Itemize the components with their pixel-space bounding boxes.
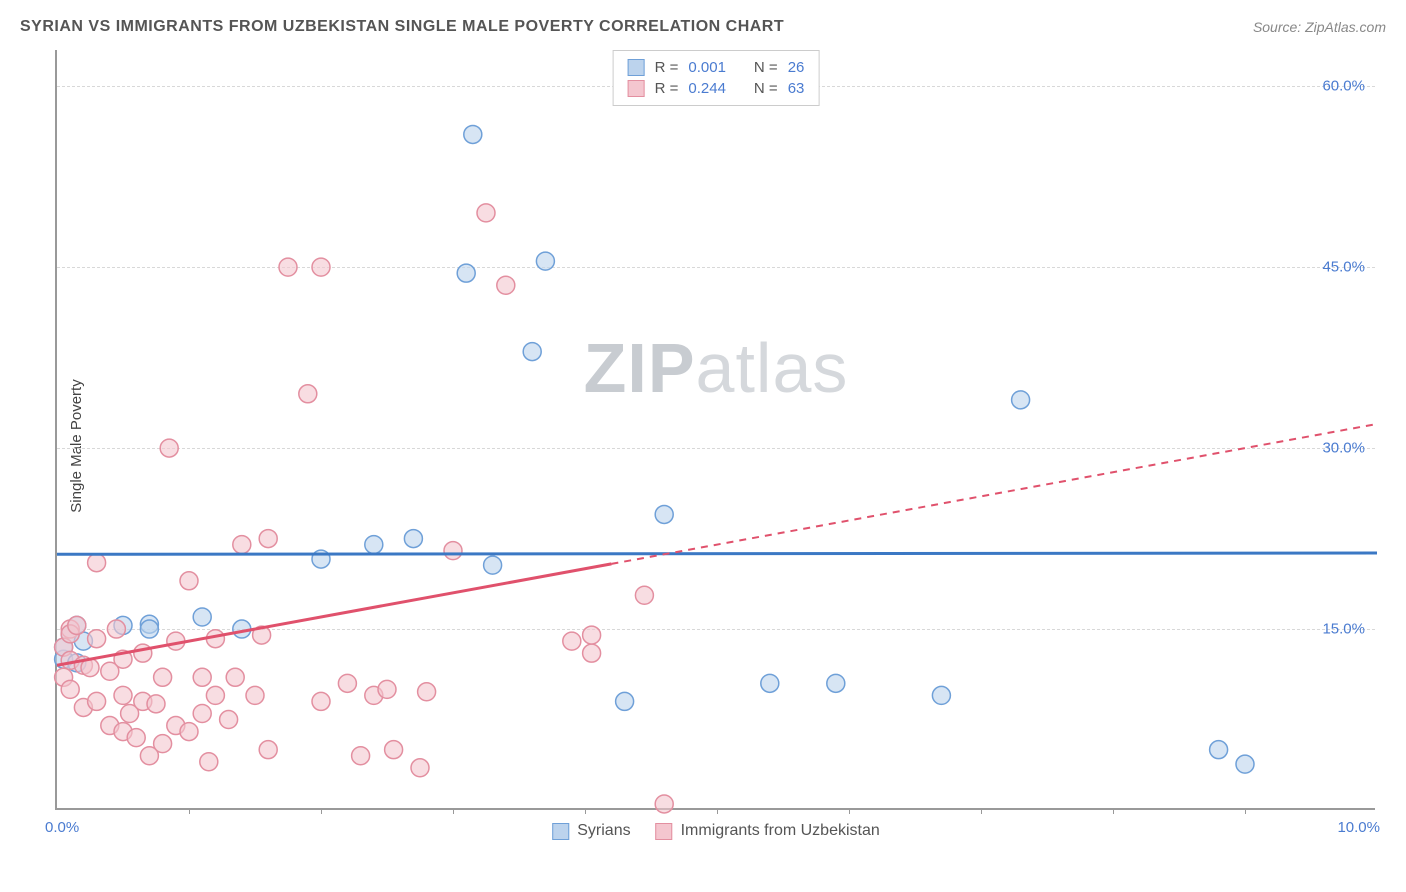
trend-line-uzbekistan bbox=[57, 564, 611, 665]
plot-area: ZIPatlas R = 0.001 N = 26 R = 0.244 N = … bbox=[55, 50, 1375, 810]
swatch-syrians bbox=[628, 59, 645, 76]
r-value-syrians: 0.001 bbox=[688, 59, 726, 76]
legend-item-syrians: Syrians bbox=[552, 822, 630, 840]
r-value-uzbekistan: 0.244 bbox=[688, 80, 726, 97]
legend-item-uzbekistan: Immigrants from Uzbekistan bbox=[656, 822, 880, 840]
source-name: ZipAtlas.com bbox=[1305, 19, 1386, 35]
legend-series: Syrians Immigrants from Uzbekistan bbox=[552, 822, 880, 840]
chart-title: SYRIAN VS IMMIGRANTS FROM UZBEKISTAN SIN… bbox=[20, 18, 784, 36]
swatch-uzbekistan bbox=[628, 80, 645, 97]
title-bar: SYRIAN VS IMMIGRANTS FROM UZBEKISTAN SIN… bbox=[20, 18, 1386, 36]
n-label: N = bbox=[754, 80, 778, 97]
legend-label-uzbekistan: Immigrants from Uzbekistan bbox=[681, 822, 880, 840]
swatch-uzbekistan bbox=[656, 823, 673, 840]
n-label: N = bbox=[754, 59, 778, 76]
trend-line-syrians bbox=[57, 553, 1377, 554]
legend-row-syrians: R = 0.001 N = 26 bbox=[628, 57, 805, 78]
trend-lines-layer bbox=[57, 50, 1377, 810]
x-tick-label-right: 10.0% bbox=[1337, 819, 1380, 836]
legend-label-syrians: Syrians bbox=[577, 822, 630, 840]
chart-container: SYRIAN VS IMMIGRANTS FROM UZBEKISTAN SIN… bbox=[0, 0, 1406, 892]
swatch-syrians bbox=[552, 823, 569, 840]
n-value-uzbekistan: 63 bbox=[788, 80, 805, 97]
r-label: R = bbox=[655, 80, 679, 97]
n-value-syrians: 26 bbox=[788, 59, 805, 76]
legend-row-uzbekistan: R = 0.244 N = 63 bbox=[628, 78, 805, 99]
trend-line-uzbekistan-extrapolated bbox=[611, 424, 1377, 564]
x-tick-label-left: 0.0% bbox=[45, 819, 79, 836]
r-label: R = bbox=[655, 59, 679, 76]
source-label: Source: bbox=[1253, 19, 1301, 35]
source-credit: Source: ZipAtlas.com bbox=[1253, 19, 1386, 35]
legend-correlation-box: R = 0.001 N = 26 R = 0.244 N = 63 bbox=[613, 50, 820, 106]
